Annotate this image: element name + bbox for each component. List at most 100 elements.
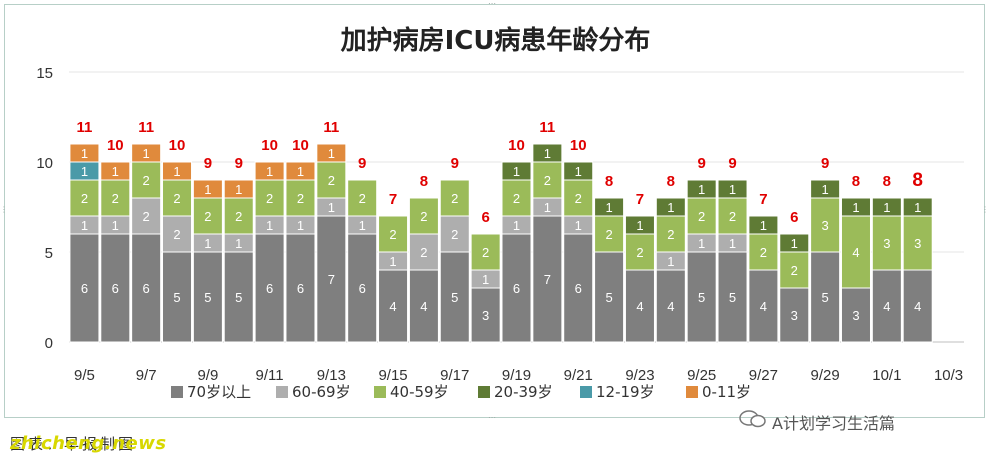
bar-segment xyxy=(563,179,594,217)
bar-total-label: 8 xyxy=(605,173,613,190)
bar-segment xyxy=(779,233,810,253)
bar-segment xyxy=(254,233,285,343)
segment-label: 1 xyxy=(482,272,489,287)
segment-label: 1 xyxy=(914,200,921,215)
bar-total-label: 9 xyxy=(451,155,459,172)
bar-segment xyxy=(717,179,748,199)
bar-segment xyxy=(162,215,193,253)
segment-label: 1 xyxy=(575,218,582,233)
segment-label: 1 xyxy=(698,182,705,197)
segment-label: 1 xyxy=(852,200,859,215)
segment-label: 1 xyxy=(328,200,335,215)
bar-segment xyxy=(316,143,347,163)
segment-label: 2 xyxy=(204,209,211,224)
segment-label: 1 xyxy=(328,146,335,161)
bar-segment xyxy=(316,161,347,199)
segment-label: 2 xyxy=(81,191,88,206)
resize-handle-right[interactable]: ⋮ xyxy=(981,205,989,214)
segment-label: 5 xyxy=(605,290,612,305)
bar-segment xyxy=(100,161,131,181)
bar-segment xyxy=(131,161,162,199)
bar-total-label: 8 xyxy=(667,173,675,190)
segment-label: 1 xyxy=(235,182,242,197)
bar-total-label: 9 xyxy=(821,155,829,172)
bar-total-label: 9 xyxy=(235,155,243,172)
segment-label: 6 xyxy=(81,281,88,296)
bar-total-label: 6 xyxy=(481,209,489,226)
segment-label: 2 xyxy=(297,191,304,206)
legend-swatch xyxy=(686,386,698,398)
legend-swatch xyxy=(580,386,592,398)
bar-segment xyxy=(810,179,841,199)
legend-label: 20-39岁 xyxy=(494,383,553,401)
bar-segment xyxy=(871,269,902,343)
brand-overlay: zhicheng.news xyxy=(10,433,167,454)
segment-label: 4 xyxy=(420,299,427,314)
bar-total-label: 10 xyxy=(570,137,587,154)
bar-total-label: 9 xyxy=(698,155,706,172)
segment-label: 2 xyxy=(173,191,180,206)
footer-note: 图表：早报制图 zhicheng.news xyxy=(10,433,166,454)
bar-total-label: 8 xyxy=(852,173,860,190)
bar-segment xyxy=(439,215,470,253)
segment-label: 2 xyxy=(636,245,643,260)
bar-segment xyxy=(131,143,162,163)
bar-segment xyxy=(563,161,594,181)
bar-segment xyxy=(902,197,933,217)
x-tick-label: 9/23 xyxy=(625,367,654,384)
bar-segment xyxy=(470,287,501,343)
legend-swatch xyxy=(171,386,183,398)
segment-label: 1 xyxy=(173,164,180,179)
segment-label: 2 xyxy=(389,227,396,242)
bar-segment xyxy=(563,233,594,343)
segment-label: 5 xyxy=(235,290,242,305)
bar-total-label: 6 xyxy=(790,209,798,226)
segment-label: 2 xyxy=(359,191,366,206)
bar-total-label: 10 xyxy=(261,137,278,154)
bar-segment xyxy=(655,269,686,343)
segment-label: 5 xyxy=(729,290,736,305)
bar-total-label: 9 xyxy=(358,155,366,172)
resize-handle-top[interactable]: ⋯ xyxy=(488,0,496,8)
x-tick-label: 10/3 xyxy=(934,367,963,384)
bar-segment xyxy=(223,251,254,343)
bar-segment xyxy=(439,179,470,217)
bar-total-label: 10 xyxy=(292,137,309,154)
segment-label: 7 xyxy=(544,272,551,287)
legend-label: 0-11岁 xyxy=(702,383,751,401)
bar-segment xyxy=(408,197,439,235)
bar-total-label: 8 xyxy=(420,173,428,190)
watermark-text: A计划学习生活篇 xyxy=(772,414,895,433)
bar-segment xyxy=(192,251,223,343)
bar-segment xyxy=(378,269,409,343)
segment-label: 1 xyxy=(760,218,767,233)
bar-segment xyxy=(69,179,100,217)
segment-label: 7 xyxy=(328,272,335,287)
bar-segment xyxy=(779,251,810,289)
x-tick-label: 9/19 xyxy=(502,367,531,384)
resize-handle-bottom[interactable]: ⋯ xyxy=(488,413,496,422)
bar-segment xyxy=(686,179,717,199)
bar-total-label: 11 xyxy=(323,119,339,136)
segment-label: 1 xyxy=(204,236,211,251)
bar-segment xyxy=(717,197,748,235)
segment-label: 5 xyxy=(451,290,458,305)
chart-title: 加护病房ICU病患年龄分布 xyxy=(340,26,651,56)
segment-label: 4 xyxy=(667,299,674,314)
segment-label: 4 xyxy=(883,299,890,314)
x-tick-label: 9/13 xyxy=(317,367,346,384)
segment-label: 1 xyxy=(544,146,551,161)
x-tick-label: 9/11 xyxy=(256,367,284,384)
legend-swatch xyxy=(478,386,490,398)
segment-label: 3 xyxy=(883,236,890,251)
bar-segment xyxy=(100,233,131,343)
segment-label: 2 xyxy=(729,209,736,224)
bar-total-label: 11 xyxy=(138,119,154,136)
segment-label: 5 xyxy=(698,290,705,305)
segment-label: 1 xyxy=(266,218,273,233)
segment-label: 6 xyxy=(297,281,304,296)
y-tick-label: 15 xyxy=(36,65,53,82)
resize-handle-left[interactable]: ⋮ xyxy=(0,205,8,214)
segment-label: 2 xyxy=(143,209,150,224)
bar-total-label: 7 xyxy=(389,191,397,208)
